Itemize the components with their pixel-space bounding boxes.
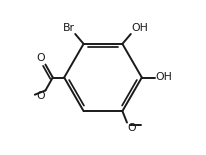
Text: O: O	[36, 53, 45, 63]
Text: O: O	[36, 91, 45, 101]
Text: O: O	[128, 123, 136, 133]
Text: OH: OH	[156, 73, 172, 82]
Text: Br: Br	[62, 23, 74, 33]
Text: OH: OH	[132, 23, 148, 33]
